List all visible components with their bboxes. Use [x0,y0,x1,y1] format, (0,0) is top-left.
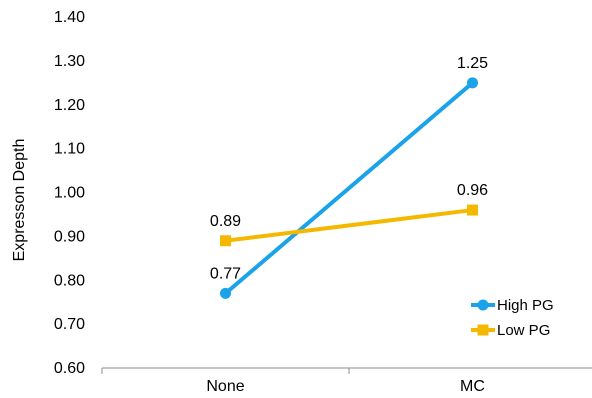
data-point-high-pg [220,287,231,299]
series-low-pg [220,204,478,247]
y-tick-label: 0.60 [54,360,85,377]
legend: High PG Low PG [471,297,554,339]
legend-marker-high-pg [477,299,489,311]
data-point-high-pg [467,77,478,89]
data-point-low-pg [467,204,478,216]
y-tick-label: 1.10 [54,141,85,158]
legend-item-low-pg: Low PG [471,322,550,339]
series-layer [220,77,478,299]
y-tick-label: 1.40 [54,9,85,26]
series-line-high-pg [224,81,474,295]
data-point-low-pg [220,235,231,247]
data-labels: 0.77 1.25 0.89 0.96 [210,55,488,283]
x-axis-tick-labels: None MC [206,378,485,395]
x-axis-ticks [101,368,350,374]
legend-label-high-pg: High PG [497,297,554,314]
legend-marker-low-pg [477,324,489,336]
legend-label-low-pg: Low PG [497,322,550,339]
y-tick-label: 1.20 [54,97,85,114]
series-high-pg [220,77,478,299]
y-tick-label: 1.30 [54,53,85,70]
y-tick-label: 0.90 [54,228,85,245]
legend-item-high-pg: High PG [471,297,554,314]
x-tick-label: MC [460,378,485,395]
y-axis-title: Expresson Depth [11,139,28,262]
x-tick-label: None [206,378,244,395]
data-label-low-pg: 0.89 [210,213,241,230]
data-label-low-pg: 0.96 [457,182,488,199]
y-tick-label: 0.80 [54,272,85,289]
y-axis-tick-labels: 0.60 0.70 0.80 0.90 1.00 1.10 1.20 1.30 1.40 [54,9,85,377]
data-label-high-pg: 0.77 [210,265,241,282]
series-line-low-pg [225,208,473,243]
data-label-high-pg: 1.25 [457,55,488,72]
y-tick-label: 1.00 [54,185,85,202]
y-tick-label: 0.70 [54,316,85,333]
